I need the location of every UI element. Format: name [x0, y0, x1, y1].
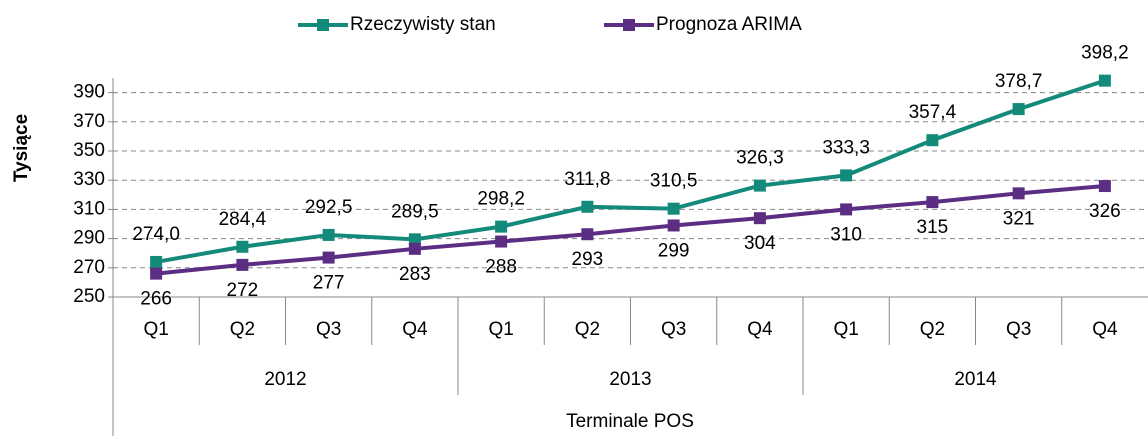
- data-label: 311,8: [564, 169, 610, 190]
- x-tick-label: Q4: [402, 319, 428, 340]
- data-label: 315: [917, 217, 949, 238]
- data-point: [840, 203, 853, 216]
- data-label: 272: [227, 280, 259, 301]
- data-point: [408, 233, 421, 246]
- y-tick-label: 250: [73, 286, 105, 307]
- data-label: 333,3: [822, 137, 870, 158]
- data-label: 288: [485, 257, 517, 278]
- data-point: [236, 240, 249, 253]
- year-label: 2014: [954, 369, 997, 390]
- legend-label: Rzeczywisty stan: [350, 14, 496, 35]
- data-point: [667, 219, 680, 232]
- data-label: 299: [658, 240, 690, 261]
- x-tick-label: Q3: [1006, 319, 1031, 340]
- data-point: [322, 228, 335, 241]
- year-label: 2012: [264, 369, 306, 390]
- data-point: [1098, 180, 1111, 193]
- data-point: [236, 258, 249, 271]
- data-label: 274,0: [132, 224, 180, 245]
- x-tick-label: Q2: [575, 319, 600, 340]
- data-point: [1012, 103, 1025, 116]
- y-tick-label: 350: [73, 140, 105, 161]
- data-point: [667, 202, 680, 215]
- legend-marker: [623, 19, 635, 31]
- legend-label: Prognoza ARIMA: [656, 14, 802, 35]
- x-tick-label: Q4: [747, 319, 773, 340]
- y-tick-label: 310: [73, 198, 105, 219]
- data-point: [1098, 74, 1111, 87]
- data-point: [840, 169, 853, 182]
- data-label: 378,7: [995, 71, 1043, 92]
- legend-marker: [317, 19, 329, 31]
- data-label: 283: [399, 264, 431, 285]
- data-label: 310,5: [650, 171, 698, 192]
- x-tick-label: Q2: [920, 319, 945, 340]
- y-axis-title: Tysiące: [11, 114, 32, 182]
- data-point: [495, 220, 508, 233]
- data-point: [150, 255, 163, 268]
- year-label: 2013: [609, 369, 651, 390]
- data-label: 266: [140, 289, 172, 310]
- series-line: [155, 184, 1106, 276]
- data-point: [581, 200, 594, 213]
- data-label: 398,2: [1081, 43, 1129, 64]
- data-point: [581, 228, 594, 241]
- data-label: 304: [744, 233, 776, 254]
- data-point: [495, 235, 508, 248]
- data-label: 284,4: [219, 209, 267, 230]
- data-point: [408, 242, 421, 255]
- y-tick-label: 330: [73, 169, 105, 190]
- data-point: [926, 196, 939, 209]
- data-label: 292,5: [305, 197, 353, 218]
- x-axis-title: Terminale POS: [566, 411, 694, 432]
- data-point: [150, 267, 163, 280]
- y-tick-label: 290: [73, 228, 105, 249]
- data-label: 310: [830, 224, 862, 245]
- data-point: [926, 134, 939, 147]
- data-label: 293: [572, 249, 604, 270]
- data-label: 326: [1089, 201, 1121, 222]
- x-tick-label: Q4: [1092, 319, 1118, 340]
- y-tick-label: 390: [73, 82, 105, 103]
- y-tick-label: 270: [73, 257, 105, 278]
- data-label: 289,5: [391, 201, 439, 222]
- data-point: [753, 179, 766, 192]
- x-tick-label: Q3: [316, 319, 341, 340]
- data-label: 326,3: [736, 148, 784, 169]
- data-point: [1012, 187, 1025, 200]
- data-label: 277: [313, 273, 345, 294]
- data-point: [753, 212, 766, 225]
- x-tick-label: Q2: [230, 319, 255, 340]
- data-label: 298,2: [477, 189, 525, 210]
- y-tick-label: 370: [73, 111, 105, 132]
- x-tick-label: Q1: [488, 319, 513, 340]
- data-label: 321: [1003, 208, 1035, 229]
- series-line: [155, 78, 1106, 264]
- x-tick-label: Q1: [143, 319, 168, 340]
- data-point: [322, 251, 335, 264]
- data-label: 357,4: [909, 102, 957, 123]
- x-tick-label: Q1: [833, 319, 858, 340]
- x-tick-label: Q3: [661, 319, 686, 340]
